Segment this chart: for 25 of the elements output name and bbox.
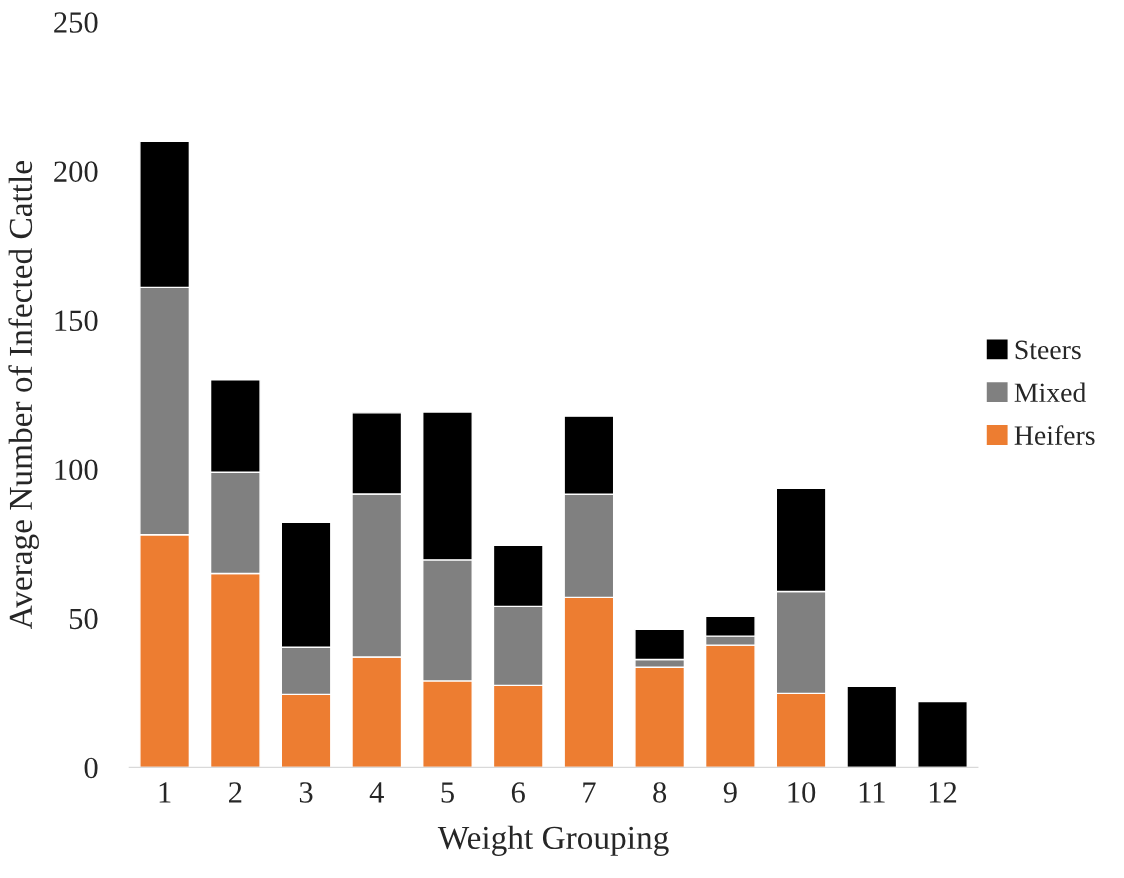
y-tick-label: 150 [55,310,98,332]
x-tick-label: 2 [229,782,242,803]
x-tick-label: 7 [583,782,596,803]
legend-label: Heifers [1014,425,1095,445]
x-tick-label: 11 [859,782,885,803]
y-tick-label: 50 [69,608,98,630]
x-tick-label: 8 [653,782,667,803]
bar [846,685,898,768]
x-tick-label: 3 [299,782,313,803]
legend-label: Mixed [1014,382,1087,403]
y-tick-label: 100 [55,459,98,481]
x-tick-label: 12 [929,782,957,803]
x-tick-label: 9 [723,782,737,803]
x-tick-label: 5 [441,782,454,803]
x-tick-label: 10 [788,782,816,803]
x-tick-label: 4 [369,782,384,803]
y-tick-label: 200 [54,161,98,182]
x-axis-title: Weight Grouping [437,825,669,856]
x-tick-label: 6 [511,782,525,803]
y-tick-label: 0 [84,757,98,779]
bar [917,700,968,768]
x-tick-label: 1 [159,782,171,803]
legend-label: Steers [1015,340,1081,360]
y-axis-title: Average Number of Infected Cattle [8,161,39,630]
y-tick-label: 250 [54,12,98,33]
